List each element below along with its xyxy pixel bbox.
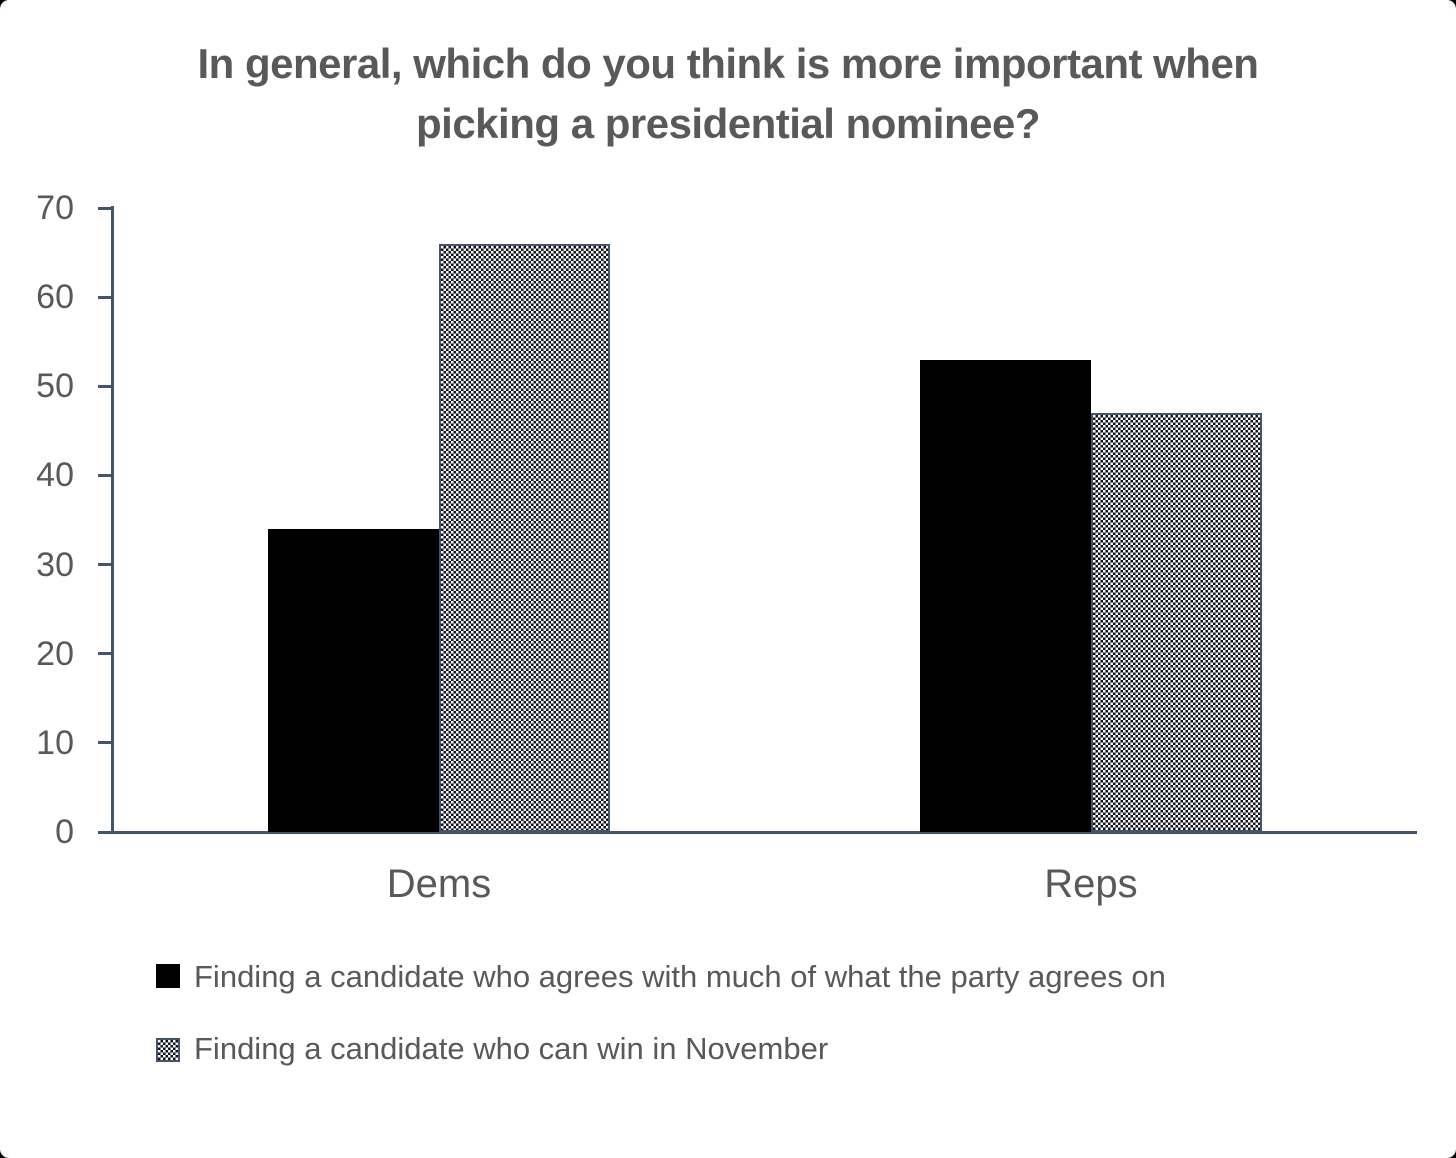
y-tick-mark	[98, 295, 114, 299]
y-tick-mark	[98, 830, 114, 834]
category-label-reps: Reps	[1044, 862, 1138, 906]
legend: Finding a candidate who agrees with much…	[156, 948, 1336, 1078]
legend-label-win: Finding a candidate who can win in Novem…	[194, 1031, 829, 1066]
y-tick-label: 70	[36, 189, 74, 227]
bar-reps-solid	[920, 360, 1091, 832]
y-tick-label: 50	[36, 367, 74, 406]
legend-item-win: Finding a candidate who can win in Novem…	[156, 1020, 1336, 1078]
bar-reps-checker	[1091, 413, 1262, 832]
y-tick-label: 20	[36, 634, 74, 673]
bar-dems-solid	[268, 529, 439, 832]
y-tick-mark	[98, 473, 114, 477]
legend-marker-checkerboard-icon	[156, 1038, 180, 1062]
x-axis-line	[98, 831, 1417, 834]
y-tick-label: 30	[36, 545, 74, 584]
legend-label-agrees: Finding a candidate who agrees with much…	[194, 959, 1166, 994]
y-tick-label: 10	[36, 723, 74, 762]
category-label-dems: Dems	[386, 862, 492, 906]
y-tick-label: 40	[36, 456, 74, 495]
bar-dems-checker	[439, 244, 610, 832]
y-axis-line	[111, 206, 114, 834]
y-tick-mark	[98, 563, 114, 567]
y-tick-label: 60	[36, 278, 74, 317]
chart-title: In general, which do you think is more i…	[197, 40, 1259, 147]
y-tick-mark	[98, 741, 114, 745]
y-tick-mark	[98, 206, 114, 210]
y-tick-mark	[98, 652, 114, 656]
legend-marker-solid-black-icon	[156, 964, 180, 988]
legend-item-agrees: Finding a candidate who agrees with much…	[156, 948, 1336, 1006]
y-tick-mark	[98, 384, 114, 388]
y-tick-label: 0	[55, 813, 74, 851]
